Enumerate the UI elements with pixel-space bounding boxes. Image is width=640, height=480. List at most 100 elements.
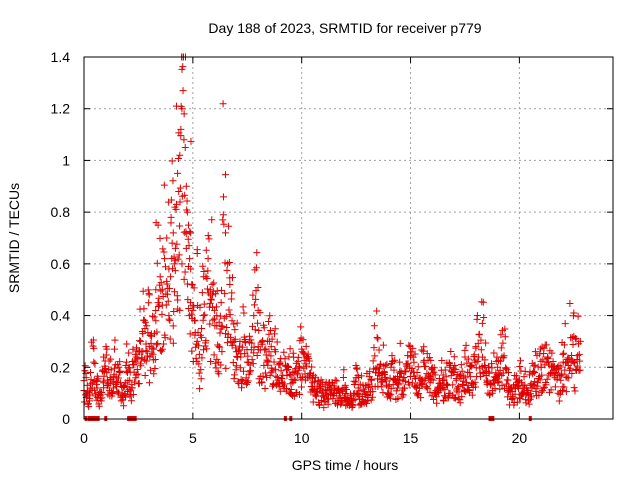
data-point	[374, 335, 382, 343]
data-point	[466, 373, 474, 381]
data-point	[572, 335, 580, 343]
data-point	[160, 181, 168, 189]
data-point	[114, 374, 122, 382]
data-point	[527, 393, 535, 401]
data-point	[290, 392, 298, 400]
data-point	[230, 371, 238, 379]
data-point	[187, 137, 195, 145]
data-point	[373, 307, 381, 315]
data-point	[221, 290, 229, 298]
data-point	[210, 279, 218, 287]
data-point	[176, 222, 184, 230]
data-point	[156, 234, 164, 242]
data-point	[520, 373, 528, 381]
data-point	[236, 337, 244, 345]
y-tick-label: 0.8	[51, 204, 71, 220]
data-point	[575, 340, 583, 348]
data-point	[499, 339, 507, 347]
data-point	[181, 144, 189, 151]
data-point	[517, 357, 525, 365]
data-point	[187, 310, 195, 318]
data-point	[218, 348, 226, 356]
data-point	[225, 258, 233, 266]
data-point	[368, 376, 376, 384]
data-point	[110, 345, 118, 353]
data-point	[294, 353, 302, 361]
data-point	[210, 351, 218, 359]
data-point	[131, 378, 139, 386]
data-point	[87, 376, 95, 384]
data-point	[491, 384, 499, 392]
data-point	[286, 370, 294, 378]
data-point	[244, 352, 252, 360]
data-point	[195, 369, 203, 377]
data-point	[174, 255, 182, 263]
data-point	[222, 364, 230, 372]
data-point	[267, 343, 275, 351]
data-point	[250, 343, 258, 351]
data-point	[557, 363, 565, 371]
x-axis-label: GPS time / hours	[292, 457, 399, 473]
data-point	[568, 369, 576, 377]
data-point	[222, 312, 230, 320]
data-point	[163, 234, 171, 242]
data-point	[369, 388, 377, 396]
data-point	[576, 357, 584, 365]
data-point	[542, 341, 550, 349]
data-point	[339, 374, 347, 382]
y-tick-label: 0.6	[51, 256, 71, 272]
data-point	[488, 364, 496, 372]
data-point	[395, 376, 403, 384]
data-point	[564, 354, 572, 362]
data-point	[189, 281, 197, 289]
data-point	[123, 340, 131, 348]
data-point	[441, 386, 449, 394]
data-point	[573, 362, 581, 370]
data-point	[303, 362, 311, 370]
data-point	[183, 197, 191, 205]
data-point	[236, 364, 244, 372]
data-point	[497, 344, 505, 352]
data-point	[196, 303, 204, 311]
data-point	[240, 309, 248, 317]
data-point	[162, 301, 170, 309]
data-point	[105, 357, 113, 365]
data-point	[361, 382, 369, 390]
data-point	[401, 384, 409, 392]
data-point	[170, 307, 178, 315]
data-point	[93, 380, 101, 388]
data-point	[566, 364, 574, 372]
data-point	[273, 338, 281, 346]
data-point	[404, 360, 412, 368]
data-point	[98, 394, 106, 402]
data-point	[209, 316, 217, 324]
data-point	[299, 349, 307, 357]
data-point	[248, 356, 256, 364]
data-point	[548, 349, 556, 357]
data-point	[227, 295, 235, 303]
data-point	[534, 382, 542, 390]
data-point	[485, 369, 493, 377]
data-point	[158, 286, 166, 294]
data-point	[204, 232, 212, 240]
data-point	[186, 330, 194, 338]
data-point	[94, 375, 102, 383]
data-point	[277, 367, 285, 375]
data-point	[364, 392, 372, 400]
data-point	[169, 339, 177, 347]
data-point	[147, 366, 155, 374]
data-point	[197, 375, 205, 383]
data-point	[370, 322, 378, 330]
data-point	[263, 356, 271, 364]
data-point	[550, 369, 558, 377]
data-point	[135, 380, 143, 388]
data-point	[424, 384, 432, 392]
data-point	[126, 392, 134, 400]
data-point	[185, 304, 193, 312]
data-point	[464, 355, 472, 363]
data-point	[410, 358, 418, 366]
data-point	[482, 339, 490, 347]
data-point	[570, 384, 578, 392]
data-point	[122, 367, 130, 375]
data-point	[146, 331, 154, 339]
